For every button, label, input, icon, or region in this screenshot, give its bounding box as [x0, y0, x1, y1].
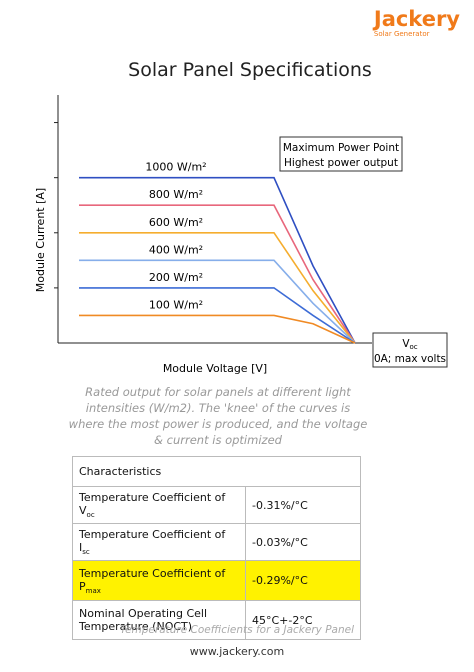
series-label: 400 W/m²: [149, 243, 203, 256]
spec-table: Characteristics Temperature Coefficient …: [72, 456, 361, 641]
voc-box: [372, 332, 448, 368]
table-caption: Temperature Coefficients for a Jackery P…: [119, 624, 355, 636]
logo: Jackery Solar Generator: [374, 8, 460, 38]
label-text: Temperature Coefficient of V: [79, 491, 226, 517]
series-line: [79, 231, 356, 344]
voc-v: V: [402, 338, 410, 350]
row-value: 45°C+-2°C: [245, 600, 361, 641]
row-value: -0.03%/°C: [245, 523, 361, 562]
label-text: Nominal Operating Cell Temperature (NOCT…: [79, 607, 208, 634]
footer: www.jackery.com: [189, 645, 285, 658]
annotation-box: [279, 136, 403, 172]
series-line: [79, 287, 356, 344]
label-text: Temperature Coefficient of I: [79, 528, 226, 555]
caption: Rated output for solar panels at differe…: [68, 385, 368, 447]
row-label: Temperature Coefficient of Isc: [72, 523, 246, 562]
table-header: Characteristics: [72, 456, 361, 487]
label-subscript: sc: [82, 548, 90, 557]
series-label: 600 W/m²: [149, 216, 203, 229]
row-label: Nominal Operating Cell Temperature (NOCT…: [72, 600, 246, 641]
brand-name: Jackery: [373, 7, 460, 31]
row-label: Temperature Coefficient of Voc: [72, 485, 246, 525]
table-row: Temperature Coefficient of Isc -0.03%/°C: [72, 523, 361, 562]
chart-title: Solar Panel Specifications: [128, 59, 372, 81]
series-label: 1000 W/m²: [145, 161, 206, 174]
table-header-row: Characteristics: [72, 456, 361, 487]
row-value: -0.31%/°C: [245, 485, 361, 525]
label-subscript: oc: [86, 511, 95, 520]
row-label: Temperature Coefficient of Pmax: [72, 560, 246, 602]
series-label: 100 W/m²: [149, 298, 203, 311]
label-text: Temperature Coefficient of P: [79, 566, 226, 593]
voc-sub: oc: [410, 343, 418, 351]
label-subscript: max: [85, 586, 101, 595]
series-line: [79, 204, 356, 344]
voc-note: 0A; max volts: [374, 353, 446, 365]
voc-symbol: Voc: [402, 338, 417, 351]
series-line: [79, 314, 356, 344]
series-label: 200 W/m²: [149, 271, 203, 284]
table-row: Temperature Coefficient of Pmax -0.29%/°C: [72, 560, 361, 602]
brand-tagline: Solar Generator: [373, 30, 430, 38]
series-line: [79, 176, 356, 344]
table-row: Nominal Operating Cell Temperature (NOCT…: [72, 600, 361, 641]
row-value: -0.29%/°C: [245, 560, 361, 602]
y-axis-label: Module Current [A]: [34, 188, 47, 292]
table-body: Characteristics Temperature Coefficient …: [72, 456, 361, 641]
table-row: Temperature Coefficient of Voc -0.31%/°C: [72, 485, 361, 525]
series-line: [79, 259, 356, 344]
annotation: Highest power output: [284, 157, 398, 169]
series-label: 800 W/m²: [149, 188, 203, 201]
annotation: Maximum Power Point: [283, 142, 399, 154]
chart: Solar Panel Specifications Module Curren…: [34, 59, 448, 375]
x-axis-label: Module Voltage [V]: [163, 362, 267, 375]
